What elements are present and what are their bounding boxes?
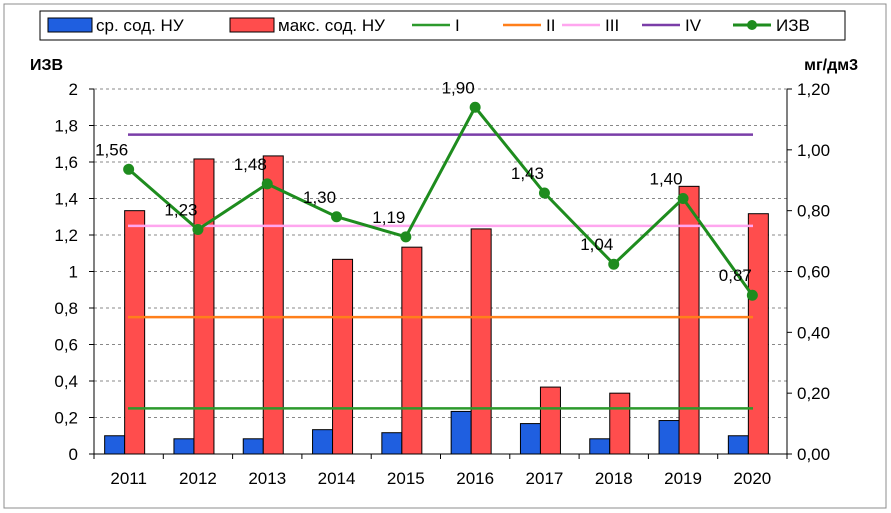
y-left-tick-label: 1,2: [54, 226, 78, 245]
izv-point: [538, 187, 550, 199]
izv-point: [123, 163, 135, 175]
bar-avg: [519, 423, 541, 455]
x-tick-label: 2014: [318, 469, 356, 488]
bar-max: [470, 228, 492, 455]
izv-data-label: 1,30: [303, 188, 336, 207]
bar-avg: [312, 429, 334, 455]
y-left-tick-label: 0,4: [54, 372, 78, 391]
y-right-axis-title: мг/дм3: [804, 57, 858, 74]
izv-point: [192, 224, 204, 236]
y-right-tick-label: 0,80: [797, 202, 830, 221]
x-tick-label: 2013: [248, 469, 286, 488]
izv-data-label: 1,56: [95, 140, 128, 159]
bar-avg: [104, 435, 126, 455]
bar-avg: [589, 438, 611, 455]
bar-avg: [658, 420, 680, 455]
y-left-tick-label: 1,8: [54, 117, 78, 136]
izv-data-label: 1,04: [580, 235, 613, 254]
reference-lines: [128, 133, 753, 410]
y-left-axis-title: ИЗВ: [30, 57, 63, 74]
y-right-tick-label: 0,00: [797, 445, 830, 464]
y-left-tick-label: 0: [69, 445, 78, 464]
y-left-tick-label: 0,8: [54, 299, 78, 318]
izv-data-label: 1,40: [650, 170, 683, 189]
x-tick-label: 2020: [733, 469, 771, 488]
legend-marker: [747, 20, 757, 30]
legend-label: макс. сод. НУ: [278, 16, 385, 35]
izv-point: [400, 231, 412, 243]
legend-label: ИЗВ: [776, 16, 810, 35]
x-tick-label: 2012: [179, 469, 217, 488]
izv-line: 1,56 1,23 1,48 1,30 1,19 1,90 1,43 1,04 1,40 0,87: [95, 78, 758, 301]
y-right-tick-label: 0,60: [797, 263, 830, 282]
x-tick-label: 2015: [387, 469, 425, 488]
y-left-tick-label: 1,4: [54, 190, 78, 209]
y-left-tick-label: 0,2: [54, 409, 78, 428]
bar-max: [401, 246, 423, 455]
bar-max: [124, 210, 146, 455]
legend-label: III: [605, 16, 619, 35]
y-left-tick-label: 0,6: [54, 336, 78, 355]
axes: 0 0,2 0,4 0,6 0,8 1 1,2 1,4 1,6 1,8 2 0,00 0,20 0,40 0…: [54, 80, 830, 488]
x-tick-label: 2018: [595, 469, 633, 488]
y-right-tick-label: 1,00: [797, 141, 830, 160]
bars: [104, 155, 769, 455]
bar-avg: [450, 410, 472, 455]
legend: ср. сод. НУ макс. сод. НУ I II III IV ИЗВ: [39, 10, 846, 41]
bar-max: [747, 213, 769, 455]
x-tick-label: 2016: [456, 469, 494, 488]
x-tick-label: 2011: [110, 469, 147, 488]
legend-label: I: [455, 16, 460, 35]
izv-data-label: 1,23: [164, 201, 197, 220]
izv-point: [677, 193, 689, 204]
y-right-tick-label: 0,20: [797, 384, 830, 403]
bar-avg: [727, 435, 749, 455]
bar-avg: [381, 432, 403, 455]
izv-point: [331, 211, 343, 223]
y-left-tick-label: 1: [69, 263, 78, 282]
x-tick-label: 2017: [526, 469, 564, 488]
izv-data-label: 1,48: [234, 155, 267, 174]
y-right-tick-label: 0,40: [797, 323, 830, 342]
legend-label: ср. сод. НУ: [96, 16, 184, 35]
y-left-tick-label: 1,6: [54, 153, 78, 172]
izv-data-label: 1,19: [372, 208, 405, 227]
legend-label: II: [546, 16, 555, 35]
izv-data-label: 1,43: [511, 164, 544, 183]
izv-point: [608, 258, 620, 270]
legend-label: IV: [685, 16, 702, 35]
izv-data-label: 0,87: [719, 266, 752, 285]
bar-max: [332, 258, 354, 455]
legend-swatch: [229, 17, 275, 33]
izv-point: [746, 289, 758, 301]
izv-point: [469, 101, 481, 113]
bar-max: [539, 386, 561, 455]
bar-avg: [242, 438, 264, 455]
izv-polyline: [127, 104, 754, 297]
x-tick-label: 2019: [664, 469, 702, 488]
izv-point: [261, 178, 273, 190]
chart-border: [3, 3, 887, 509]
legend-swatch: [47, 17, 93, 33]
y-right-tick-label: 1,20: [797, 80, 830, 99]
bar-max: [609, 392, 631, 455]
y-left-tick-label: 2: [69, 80, 78, 99]
izv-data-label: 1,90: [442, 78, 475, 97]
bar-avg: [173, 438, 195, 455]
